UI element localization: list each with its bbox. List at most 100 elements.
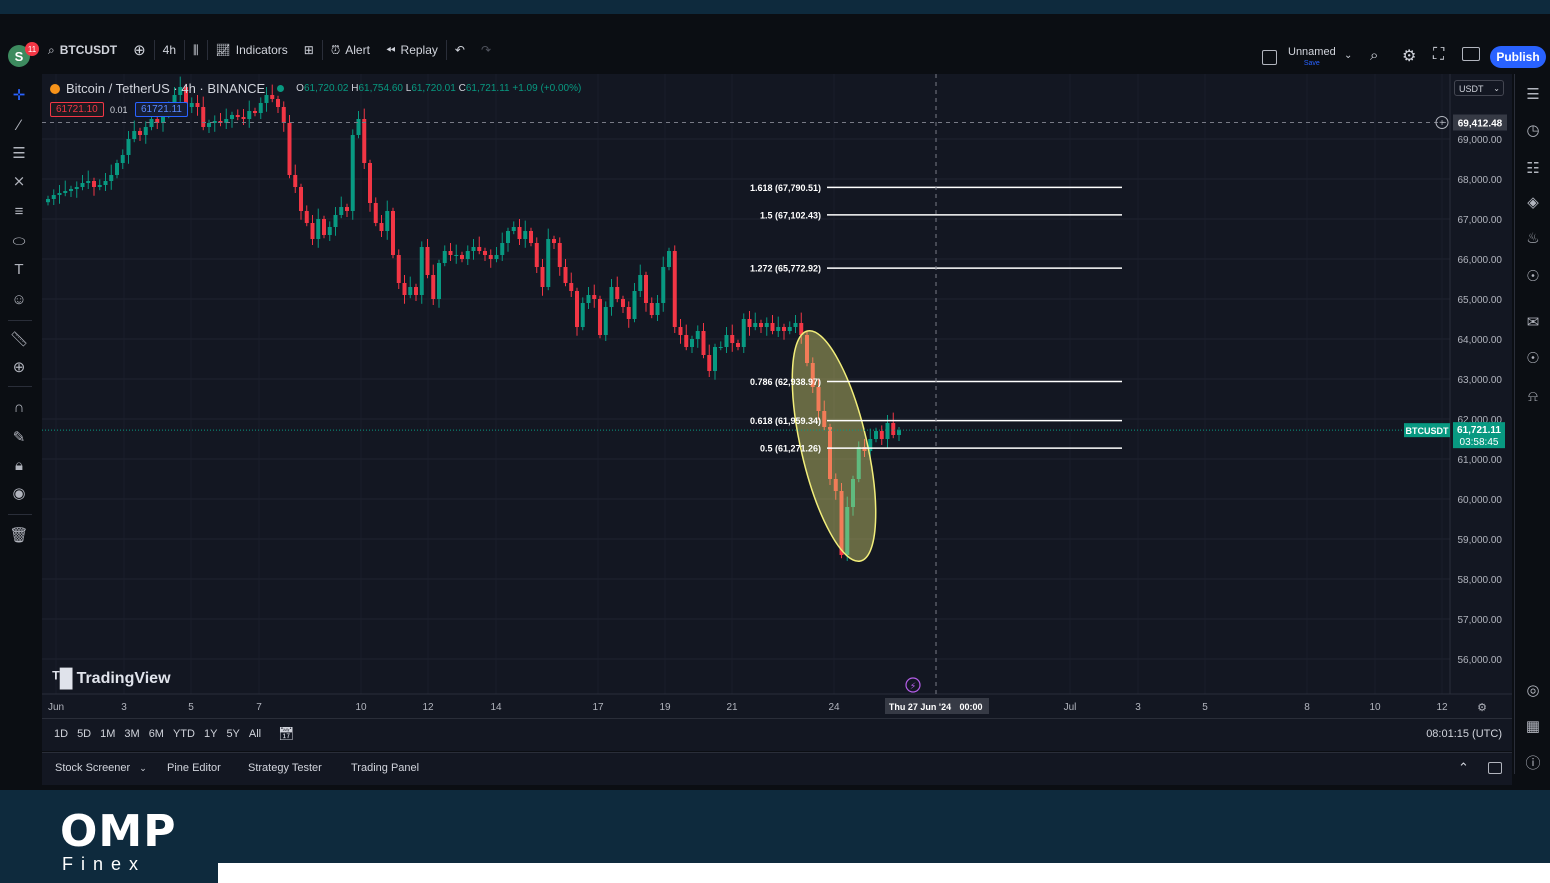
chevron-down-icon[interactable]: ⌄ bbox=[1344, 50, 1353, 61]
buy-button[interactable]: 61721.11 bbox=[135, 102, 188, 117]
candle bbox=[230, 115, 234, 119]
panel-tab-pine-editor[interactable]: Pine Editor bbox=[167, 762, 221, 774]
target-icon[interactable]: ◎ bbox=[1526, 682, 1540, 699]
y-tick-label: 61,000.00 bbox=[1458, 455, 1503, 466]
price-chart[interactable]: 56,000.00 57,000.00 58,000.00 59,000.00 60,0… bbox=[42, 74, 1512, 718]
watchlist-icon[interactable]: ☰ bbox=[1526, 86, 1540, 103]
symbol-search[interactable]: ⌕ BTCUSDT bbox=[40, 28, 125, 72]
horizontal-lines-icon[interactable]: ☰ bbox=[12, 145, 26, 162]
candle bbox=[460, 255, 464, 259]
lock-icon[interactable]: 🔒︎ bbox=[15, 456, 23, 474]
layers-icon[interactable]: ◈ bbox=[1527, 194, 1539, 211]
candle bbox=[339, 207, 344, 215]
layout-checkbox[interactable] bbox=[1262, 50, 1277, 65]
candle bbox=[103, 181, 108, 185]
alert-button[interactable]: ⏰︎ Alert bbox=[323, 28, 378, 72]
undo-button[interactable]: ↶ bbox=[447, 28, 473, 72]
bell-icon[interactable]: ⍾ bbox=[1528, 387, 1538, 405]
replay-button[interactable]: ⏪︎ Replay bbox=[378, 28, 446, 72]
chevron-up-icon[interactable]: ⌃ bbox=[1458, 760, 1469, 775]
chart-type-button[interactable]: ⫼ bbox=[185, 28, 207, 72]
trend-line-icon[interactable]: ∕ bbox=[17, 116, 21, 134]
currency-select[interactable]: USDT ⌄ bbox=[1454, 80, 1504, 96]
clock-icon[interactable]: ◷ bbox=[1526, 122, 1540, 139]
fib-icon[interactable]: ≡ bbox=[14, 202, 24, 220]
publish-button[interactable]: Publish bbox=[1490, 46, 1546, 68]
ruler-icon[interactable]: 📏︎ bbox=[9, 331, 29, 348]
candle bbox=[724, 335, 729, 347]
ideas-bulb-icon[interactable]: ☉ bbox=[1526, 268, 1540, 285]
candle bbox=[787, 327, 792, 331]
emoji-icon[interactable]: ☺ bbox=[11, 290, 27, 308]
candle bbox=[885, 423, 890, 439]
candle bbox=[730, 335, 735, 343]
x-tick-label: 3 bbox=[121, 702, 127, 713]
maximize-panel-icon[interactable] bbox=[1488, 762, 1502, 774]
hotlist-fire-icon[interactable]: ♨ bbox=[1526, 230, 1540, 247]
last-price-label: 61,721.11 bbox=[1457, 425, 1501, 436]
crosshair-icon[interactable]: ✛ bbox=[12, 87, 26, 104]
trash-icon[interactable]: 🗑︎ bbox=[9, 527, 29, 544]
range-button-1m[interactable]: 1M bbox=[100, 728, 116, 740]
chart-pane[interactable]: 56,000.00 57,000.00 58,000.00 59,000.00 60,0… bbox=[42, 74, 1512, 718]
indicators-button[interactable]: 📈︎ Indicators bbox=[208, 28, 296, 72]
panel-tab-trading-panel[interactable]: Trading Panel bbox=[351, 762, 420, 774]
range-button-1d[interactable]: 1D bbox=[54, 728, 69, 740]
news-icon[interactable]: ☷ bbox=[1526, 160, 1540, 177]
panel-tab-stock-screener[interactable]: Stock Screener ⌄ bbox=[55, 762, 147, 774]
symbol-tag-box bbox=[1404, 423, 1450, 438]
candle bbox=[362, 119, 367, 163]
candle bbox=[149, 119, 154, 127]
range-button-all[interactable]: All bbox=[248, 728, 262, 740]
y-tick-label: 66,000.00 bbox=[1458, 255, 1503, 266]
highlight-ellipse bbox=[791, 330, 877, 562]
tv-logo-icon: ᵀ█ bbox=[52, 668, 73, 688]
range-button-ytd[interactable]: YTD bbox=[172, 728, 195, 740]
zoom-in-icon[interactable]: ⊕ bbox=[12, 359, 26, 376]
sell-button[interactable]: 61721.10 bbox=[50, 102, 104, 117]
lock-drawing-icon[interactable]: ✎ bbox=[12, 429, 26, 446]
help-icon[interactable]: ⓘ bbox=[1525, 754, 1541, 772]
pattern-icon[interactable]: ⨯ bbox=[12, 173, 26, 190]
candle bbox=[678, 327, 683, 335]
camera-icon[interactable] bbox=[1462, 47, 1480, 61]
streams-icon[interactable]: ☉ bbox=[1526, 350, 1540, 367]
utc-clock[interactable]: 08:01:15 (UTC) bbox=[1426, 728, 1502, 740]
panel-tab-strategy-tester[interactable]: Strategy Tester bbox=[248, 762, 322, 774]
redo-button[interactable]: ↷ bbox=[473, 28, 499, 72]
chat-icon[interactable]: ✉ bbox=[1526, 314, 1540, 331]
range-button-5y[interactable]: 5Y bbox=[226, 728, 240, 740]
candle bbox=[609, 287, 614, 307]
top-toolbar: ⌕ BTCUSDT ⊕ 4h ⫼ 📈︎ Indicators ⊞ ⏰︎ Aler… bbox=[0, 28, 1550, 72]
range-button-6m[interactable]: 6M bbox=[148, 728, 164, 740]
y-tick-label: 63,000.00 bbox=[1458, 375, 1503, 386]
settings-icon[interactable]: ⚙︎ bbox=[1402, 48, 1417, 65]
candles-icon: ⫼ bbox=[193, 42, 199, 57]
x-tick-label: 7 bbox=[256, 702, 262, 713]
eye-icon[interactable]: ◉ bbox=[12, 485, 26, 502]
fullscreen-icon[interactable]: ⛶ bbox=[1433, 46, 1445, 63]
interval-button[interactable]: 4h bbox=[155, 28, 184, 72]
candle bbox=[713, 347, 717, 371]
rewind-icon: ⏪︎ bbox=[385, 42, 396, 57]
candle bbox=[741, 319, 746, 347]
candle bbox=[782, 327, 786, 331]
candle bbox=[529, 231, 533, 243]
compare-button[interactable]: ⊕ bbox=[125, 28, 154, 72]
range-button-1y[interactable]: 1Y bbox=[203, 728, 218, 740]
range-button-5d[interactable]: 5D bbox=[77, 728, 92, 740]
user-avatar[interactable]: S bbox=[8, 45, 30, 67]
candle bbox=[465, 251, 470, 259]
templates-button[interactable]: ⊞ bbox=[296, 28, 322, 72]
calendar-icon[interactable]: ▦ bbox=[1525, 718, 1541, 735]
quick-search-icon[interactable]: ⌕ bbox=[1370, 47, 1379, 64]
candle bbox=[598, 299, 602, 335]
bitcoin-icon bbox=[50, 83, 60, 94]
range-button-3m[interactable]: 3M bbox=[124, 728, 140, 740]
calendar-range-icon[interactable]: 📅︎ bbox=[278, 726, 295, 741]
shapes-icon[interactable]: ⬭ bbox=[12, 232, 26, 250]
layout-name-button[interactable]: Unnamed Save bbox=[1288, 46, 1336, 70]
text-icon[interactable]: T bbox=[14, 260, 24, 278]
fib-level-label: 0.786 (62,938.97) bbox=[750, 377, 821, 387]
magnet-icon[interactable]: ∩ bbox=[13, 398, 25, 416]
